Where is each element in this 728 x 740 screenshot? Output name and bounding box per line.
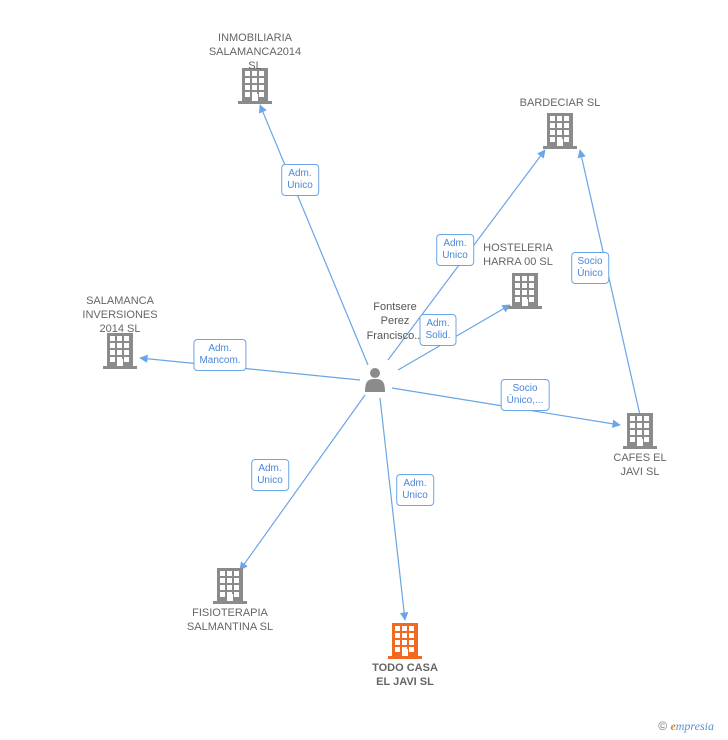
center-person-icon	[365, 368, 385, 392]
network-canvas	[0, 0, 728, 740]
edge	[580, 150, 640, 415]
edge	[380, 398, 405, 620]
company-building-icon	[388, 623, 422, 659]
company-building-icon	[213, 568, 247, 604]
company-building-icon	[103, 333, 137, 369]
company-building-icon	[543, 113, 577, 149]
edge	[260, 105, 368, 365]
company-building-icon	[238, 68, 272, 104]
edge	[240, 395, 365, 570]
copyright-symbol: ©	[658, 719, 667, 733]
credit-line: © empresia	[658, 719, 714, 734]
edge	[388, 150, 545, 360]
edge	[398, 305, 510, 370]
edge	[140, 358, 360, 380]
company-building-icon	[623, 413, 657, 449]
brand-name: empresia	[670, 719, 714, 733]
edge	[392, 388, 620, 425]
company-building-icon	[508, 273, 542, 309]
